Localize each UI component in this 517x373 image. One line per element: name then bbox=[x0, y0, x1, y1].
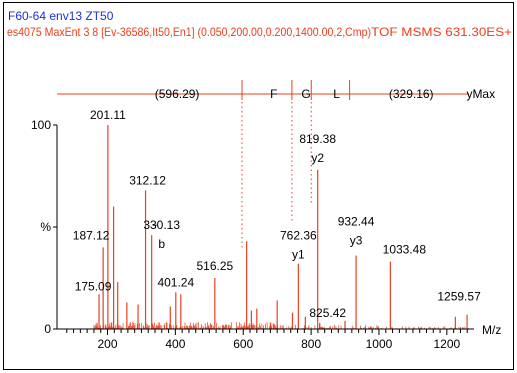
sequence-label-gap: (329.16) bbox=[389, 87, 434, 101]
y-tick-label: 0 bbox=[44, 322, 51, 336]
x-tick-label: 1200 bbox=[434, 337, 461, 351]
y-tick-label: 100 bbox=[31, 118, 51, 132]
peak-mz-label: 762.36 bbox=[280, 229, 317, 243]
sequence-label-end: yMax bbox=[466, 87, 495, 101]
x-tick-label: 800 bbox=[301, 337, 321, 351]
ion-type-label: y1 bbox=[292, 248, 305, 262]
peak-mz-label: 825.42 bbox=[309, 306, 346, 320]
sequence-label-residue: G bbox=[301, 87, 310, 101]
peak-mz-label: 819.38 bbox=[299, 132, 336, 146]
peak-mz-label: 312.12 bbox=[129, 173, 166, 187]
spectrum-panel: F60-64 env13 ZT50 es4075 MaxEnt 3 8 [Ev-… bbox=[3, 2, 514, 370]
mass-spectrum-chart: F60-64 env13 ZT50 es4075 MaxEnt 3 8 [Ev-… bbox=[7, 9, 512, 351]
scan-description: es4075 MaxEnt 3 8 [Ev-36586,It50,En1] (0… bbox=[7, 25, 371, 39]
ion-type-label: b bbox=[158, 237, 165, 251]
peak-mz-label: 330.13 bbox=[143, 218, 180, 232]
x-axis-title: M/z bbox=[482, 323, 501, 337]
y-tick-label: % bbox=[40, 220, 51, 234]
x-tick-label: 200 bbox=[97, 337, 117, 351]
x-tick-label: 1000 bbox=[366, 337, 393, 351]
sequence-label-residue: F bbox=[270, 87, 277, 101]
sequence-label-residue: L bbox=[333, 87, 340, 101]
peak-labels: 175.09 187.12 201.11 312.12 330.13 b 401.24516… bbox=[73, 108, 481, 320]
peak-mz-label: 1033.48 bbox=[383, 243, 427, 257]
sequence-guide-lines bbox=[241, 102, 312, 248]
baseline-noise bbox=[93, 321, 470, 329]
x-tick-label: 400 bbox=[165, 337, 185, 351]
ion-type-label: y2 bbox=[311, 151, 324, 165]
sample-title: F60-64 env13 ZT50 bbox=[8, 9, 114, 23]
axes: 0% 100 200 400 600 800 1000 1200 M/z bbox=[31, 118, 501, 351]
peak-mz-label: 175.09 bbox=[75, 279, 112, 293]
peak-mz-label: 932.44 bbox=[338, 215, 375, 229]
peak-sticks bbox=[98, 125, 468, 329]
x-tick-label: 600 bbox=[233, 337, 253, 351]
sequence-label-gap: (596.29) bbox=[155, 87, 200, 101]
peak-mz-label: 401.24 bbox=[157, 275, 194, 289]
peak-mz-label: 201.11 bbox=[90, 108, 126, 122]
peak-mz-label: 516.25 bbox=[196, 259, 233, 273]
peak-mz-label: 1259.57 bbox=[437, 290, 481, 304]
ion-type-label: y3 bbox=[350, 234, 363, 248]
sequence-ladder: (596.29) F G L (329.16) yMax bbox=[57, 80, 495, 101]
peak-mz-label: 187.12 bbox=[73, 228, 110, 242]
experiment-type: TOF MSMS 631.30ES+ bbox=[371, 25, 512, 39]
